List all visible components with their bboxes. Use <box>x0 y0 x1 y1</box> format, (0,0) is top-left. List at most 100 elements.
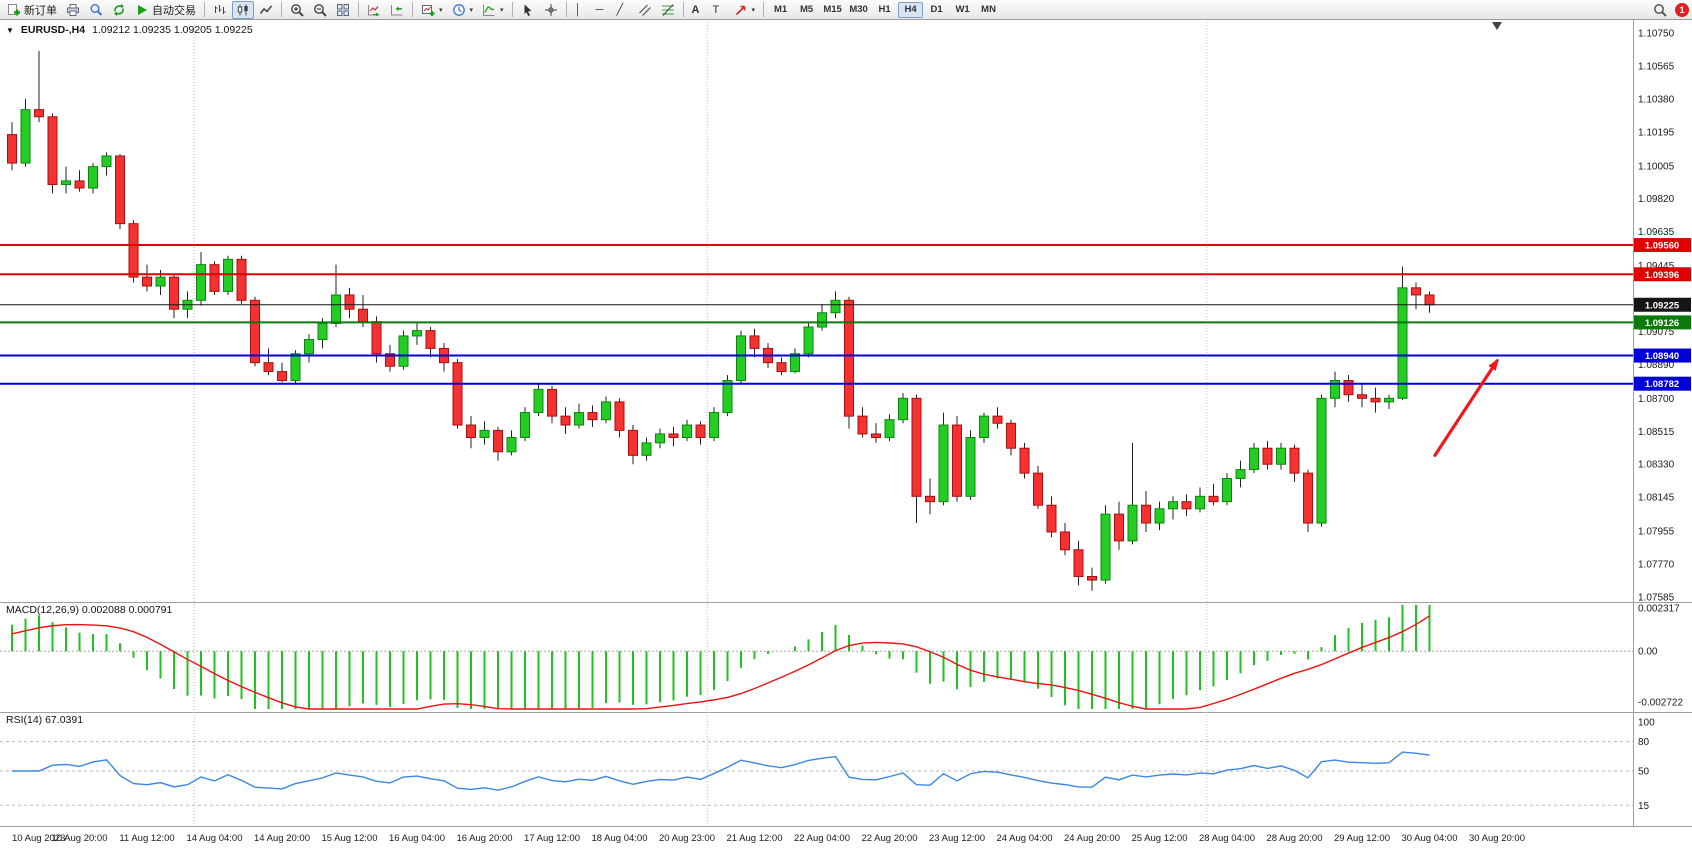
chart-candles-button[interactable] <box>232 0 254 19</box>
timeframe-m1-button[interactable]: M1 <box>768 2 793 18</box>
annotation-arrow <box>1433 358 1499 457</box>
cursor-button[interactable] <box>517 1 539 19</box>
horizontal-line-icon: ─ <box>595 3 604 16</box>
indicators-button[interactable]: ▾ <box>478 1 508 19</box>
chart-line-button[interactable] <box>255 1 277 19</box>
svg-text:1.08330: 1.08330 <box>1638 460 1675 471</box>
svg-text:1.10005: 1.10005 <box>1638 161 1675 172</box>
toolbar-separator <box>763 2 765 17</box>
crosshair-button[interactable] <box>540 1 562 19</box>
svg-text:22 Aug 04:00: 22 Aug 04:00 <box>794 833 850 844</box>
text-button[interactable]: A <box>688 1 708 19</box>
one-click-trading-arrow-icon[interactable]: ▼ <box>6 25 14 35</box>
price-axis: 1.10750 1.10565 1.10380 1.10195 1.10005 1.098… <box>1634 29 1691 604</box>
trendline-button[interactable]: ╱ <box>613 1 633 19</box>
toolbar-separator <box>682 2 684 17</box>
timeframe-m30-button[interactable]: M30 <box>846 2 871 18</box>
svg-text:23 Aug 12:00: 23 Aug 12:00 <box>929 833 985 844</box>
timeframe-toolbar: M1 M5 M15 M30 H1 H4 D1 W1 MN <box>768 1 1001 18</box>
svg-text:22 Aug 20:00: 22 Aug 20:00 <box>862 833 918 844</box>
print-button[interactable] <box>62 1 84 19</box>
chevron-down-icon: ▾ <box>751 6 756 14</box>
auto-trading-button[interactable]: 自动交易 <box>131 1 200 19</box>
svg-text:24 Aug 20:00: 24 Aug 20:00 <box>1064 833 1120 844</box>
new-order-label: 新订单 <box>24 4 57 17</box>
new-chart-icon <box>422 4 435 16</box>
horizontal-line-button[interactable]: ─ <box>592 1 612 19</box>
notification-badge[interactable]: 1 <box>1675 2 1689 17</box>
search-icon <box>1654 3 1667 17</box>
tile-windows-icon <box>337 3 349 16</box>
svg-text:25 Aug 12:00: 25 Aug 12:00 <box>1132 833 1188 844</box>
svg-text:1.09635: 1.09635 <box>1638 227 1675 238</box>
timeframe-d1-button[interactable]: D1 <box>924 2 949 18</box>
svg-text:1.09225: 1.09225 <box>1645 300 1680 311</box>
svg-text:1.09820: 1.09820 <box>1638 194 1675 205</box>
new-order-button[interactable]: 新订单 <box>3 1 61 19</box>
channel-button[interactable] <box>634 1 656 19</box>
timeframe-m5-button[interactable]: M5 <box>794 2 819 18</box>
svg-text:1.07955: 1.07955 <box>1638 527 1675 538</box>
refresh-button[interactable] <box>108 1 130 19</box>
svg-text:14 Aug 20:00: 14 Aug 20:00 <box>254 833 310 844</box>
timeframe-w1-button[interactable]: W1 <box>950 2 975 18</box>
zoom-out-button[interactable] <box>309 1 331 19</box>
trendline-icon: ╱ <box>616 3 624 16</box>
auto-scroll-button[interactable] <box>363 1 385 19</box>
timeframe-m15-button[interactable]: M15 <box>820 2 845 18</box>
chevron-down-icon: ▾ <box>500 6 504 14</box>
svg-text:18 Aug 04:00: 18 Aug 04:00 <box>592 833 648 844</box>
svg-text:15 Aug 12:00: 15 Aug 12:00 <box>322 833 378 844</box>
rsi-line <box>12 751 1430 791</box>
svg-text:0.002317: 0.002317 <box>1638 604 1680 615</box>
zoom-in-button[interactable] <box>286 1 308 19</box>
search-button[interactable] <box>1649 1 1671 19</box>
candles <box>7 50 1435 591</box>
vertical-line-icon: │ <box>574 3 582 16</box>
fibonacci-button[interactable] <box>657 1 679 19</box>
arrow-tool-icon <box>735 5 745 15</box>
timeframe-mn-button[interactable]: MN <box>976 2 1001 18</box>
print-preview-button[interactable] <box>85 1 107 19</box>
fibonacci-icon <box>661 3 674 16</box>
arrows-button[interactable]: ▾ <box>730 1 760 19</box>
svg-text:28 Aug 20:00: 28 Aug 20:00 <box>1267 833 1323 844</box>
toolbar-separator <box>412 2 413 17</box>
bar-chart-icon <box>215 4 226 14</box>
clock-icon <box>452 3 465 16</box>
auto-trading-play-icon <box>138 4 147 15</box>
ohlc-readout: 1.09212 1.09235 1.09205 1.09225 <box>92 24 253 36</box>
zoom-in-icon <box>291 3 304 17</box>
tile-windows-button[interactable] <box>332 1 354 19</box>
toolbar-separator <box>204 2 205 17</box>
svg-text:1.10380: 1.10380 <box>1638 94 1675 105</box>
svg-text:1.09445: 1.09445 <box>1638 261 1675 272</box>
cursor-icon <box>524 4 532 16</box>
svg-text:20 Aug 23:00: 20 Aug 23:00 <box>659 833 715 844</box>
new-order-icon <box>8 3 20 15</box>
svg-text:1.08145: 1.08145 <box>1638 493 1675 504</box>
svg-text:14 Aug 04:00: 14 Aug 04:00 <box>187 833 243 844</box>
vertical-line-button[interactable]: │ <box>571 1 591 19</box>
crosshair-icon <box>544 3 557 16</box>
svg-text:1.08940: 1.08940 <box>1645 351 1679 362</box>
new-chart-button[interactable]: ▾ <box>417 1 447 19</box>
chart-shift-button[interactable] <box>386 1 408 19</box>
timeframe-h1-button[interactable]: H1 <box>872 2 897 18</box>
chart-bars-button[interactable] <box>209 1 231 19</box>
svg-text:1.08890: 1.08890 <box>1638 360 1675 371</box>
toolbar-separator <box>281 2 282 17</box>
periods-button[interactable]: ▾ <box>448 1 478 19</box>
svg-text:11 Aug 12:00: 11 Aug 12:00 <box>119 833 174 844</box>
text-label-button[interactable]: T <box>709 1 729 19</box>
svg-text:1.09075: 1.09075 <box>1638 327 1675 338</box>
macd-histogram <box>11 605 1431 709</box>
svg-text:30 Aug 20:00: 30 Aug 20:00 <box>1469 833 1525 844</box>
timeframe-h4-button[interactable]: H4 <box>898 1 924 18</box>
svg-text:1.09396: 1.09396 <box>1645 270 1679 281</box>
symbol-info: ▼ EURUSD-,H4 1.09212 1.09235 1.09205 1.0… <box>6 24 253 36</box>
symbol-label: EURUSD-,H4 <box>20 24 86 36</box>
printer-icon <box>67 3 79 16</box>
